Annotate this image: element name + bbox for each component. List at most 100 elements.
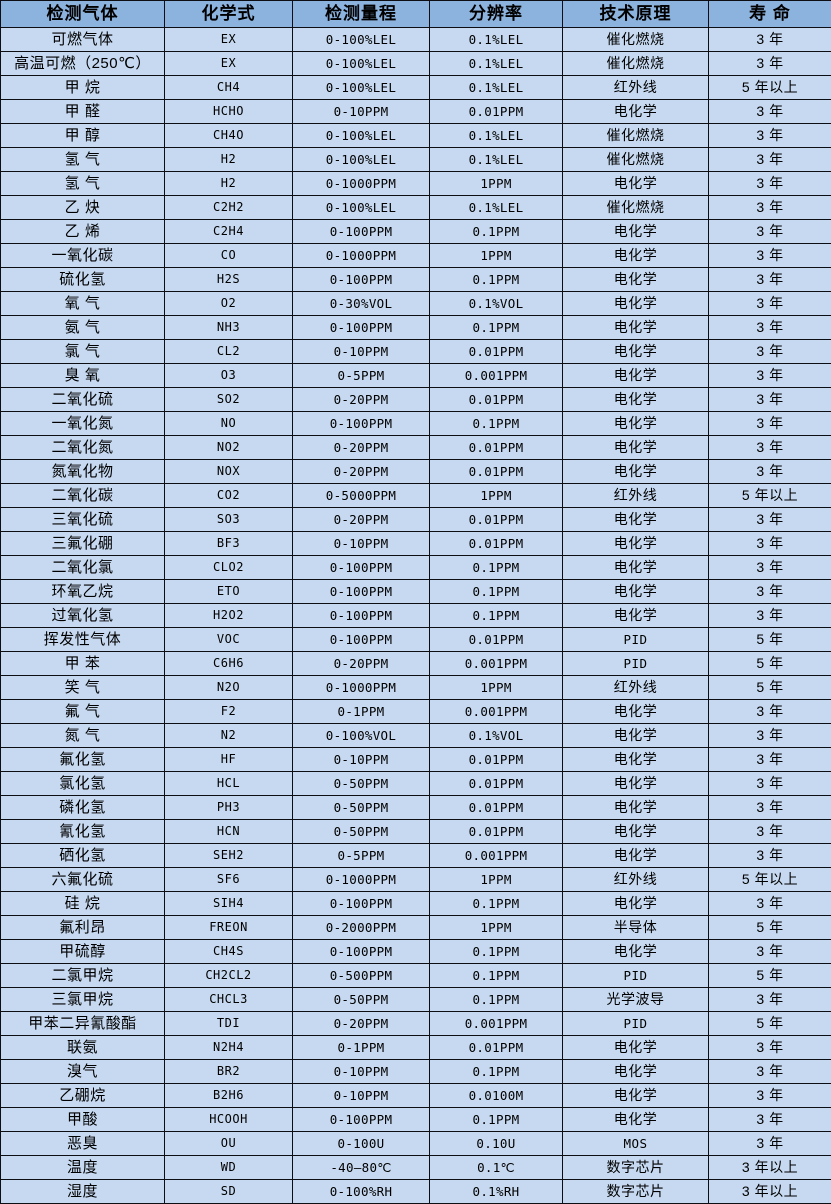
cell-principle: 电化学 [563, 556, 709, 580]
cell-gas: 联氨 [1, 1036, 165, 1060]
cell-lifespan: 3 年 [709, 892, 831, 916]
cell-gas: 臭 氧 [1, 364, 165, 388]
cell-lifespan: 3 年 [709, 268, 831, 292]
cell-lifespan: 3 年 [709, 412, 831, 436]
cell-resolution: 0.01PPM [430, 796, 563, 820]
cell-principle: 电化学 [563, 1036, 709, 1060]
cell-formula: H2S [165, 268, 293, 292]
cell-lifespan: 3 年 [709, 820, 831, 844]
cell-formula: HCHO [165, 100, 293, 124]
cell-range: 0-100%RH [293, 1180, 430, 1204]
cell-principle: PID [563, 652, 709, 676]
cell-lifespan: 5 年 [709, 916, 831, 940]
cell-resolution: 0.1%LEL [430, 52, 563, 76]
cell-resolution: 1PPM [430, 916, 563, 940]
cell-gas: 氨 气 [1, 316, 165, 340]
cell-range: 0-20PPM [293, 508, 430, 532]
cell-resolution: 0.10U [430, 1132, 563, 1156]
cell-range: 0-5000PPM [293, 484, 430, 508]
column-header-range: 检测量程 [293, 1, 430, 28]
cell-principle: 电化学 [563, 820, 709, 844]
cell-lifespan: 3 年 [709, 772, 831, 796]
cell-gas: 恶臭 [1, 1132, 165, 1156]
cell-principle: MOS [563, 1132, 709, 1156]
cell-range: 0-10PPM [293, 532, 430, 556]
cell-resolution: 0.1%VOL [430, 724, 563, 748]
cell-formula: EX [165, 52, 293, 76]
cell-lifespan: 3 年 [709, 748, 831, 772]
cell-resolution: 0.001PPM [430, 844, 563, 868]
cell-gas: 挥发性气体 [1, 628, 165, 652]
column-header-formula: 化学式 [165, 1, 293, 28]
cell-resolution: 0.01PPM [430, 820, 563, 844]
cell-formula: H2 [165, 172, 293, 196]
cell-range: 0-10PPM [293, 100, 430, 124]
cell-principle: 电化学 [563, 940, 709, 964]
cell-resolution: 0.1PPM [430, 220, 563, 244]
cell-principle: 数字芯片 [563, 1180, 709, 1204]
cell-gas: 环氧乙烷 [1, 580, 165, 604]
cell-range: 0-100PPM [293, 220, 430, 244]
cell-resolution: 0.1PPM [430, 892, 563, 916]
cell-resolution: 0.1%LEL [430, 28, 563, 52]
cell-range: 0-10PPM [293, 340, 430, 364]
cell-formula: CO [165, 244, 293, 268]
cell-principle: 催化燃烧 [563, 196, 709, 220]
cell-resolution: 0.1PPM [430, 940, 563, 964]
cell-principle: 电化学 [563, 340, 709, 364]
cell-resolution: 0.01PPM [430, 748, 563, 772]
cell-range: 0-500PPM [293, 964, 430, 988]
cell-resolution: 1PPM [430, 244, 563, 268]
cell-formula: EX [165, 28, 293, 52]
cell-formula: SO3 [165, 508, 293, 532]
cell-formula: CO2 [165, 484, 293, 508]
cell-formula: O2 [165, 292, 293, 316]
cell-formula: N2H4 [165, 1036, 293, 1060]
cell-range: -40—80℃ [293, 1156, 430, 1180]
cell-range: 0-5PPM [293, 844, 430, 868]
cell-gas: 乙 烯 [1, 220, 165, 244]
cell-resolution: 0.1PPM [430, 580, 563, 604]
cell-resolution: 0.01PPM [430, 100, 563, 124]
cell-principle: 电化学 [563, 580, 709, 604]
cell-range: 0-100PPM [293, 580, 430, 604]
cell-range: 0-100PPM [293, 316, 430, 340]
cell-formula: HF [165, 748, 293, 772]
cell-range: 0-1000PPM [293, 172, 430, 196]
cell-resolution: 0.1PPM [430, 412, 563, 436]
cell-lifespan: 3 年 [709, 28, 831, 52]
cell-principle: 电化学 [563, 292, 709, 316]
cell-range: 0-100%LEL [293, 76, 430, 100]
cell-resolution: 0.01PPM [430, 460, 563, 484]
cell-principle: 电化学 [563, 244, 709, 268]
cell-principle: PID [563, 1012, 709, 1036]
cell-lifespan: 3 年 [709, 988, 831, 1012]
cell-lifespan: 3 年 [709, 532, 831, 556]
cell-principle: 电化学 [563, 1060, 709, 1084]
cell-formula: CH4O [165, 124, 293, 148]
cell-lifespan: 5 年以上 [709, 76, 831, 100]
cell-principle: 红外线 [563, 676, 709, 700]
cell-lifespan: 3 年 [709, 100, 831, 124]
cell-lifespan: 5 年 [709, 676, 831, 700]
cell-gas: 二氧化氮 [1, 436, 165, 460]
cell-gas: 高温可燃（250℃） [1, 52, 165, 76]
cell-range: 0-100PPM [293, 268, 430, 292]
cell-range: 0-100%LEL [293, 196, 430, 220]
cell-resolution: 0.0100M [430, 1084, 563, 1108]
cell-range: 0-30%VOL [293, 292, 430, 316]
cell-resolution: 0.1℃ [430, 1156, 563, 1180]
cell-principle: 电化学 [563, 316, 709, 340]
